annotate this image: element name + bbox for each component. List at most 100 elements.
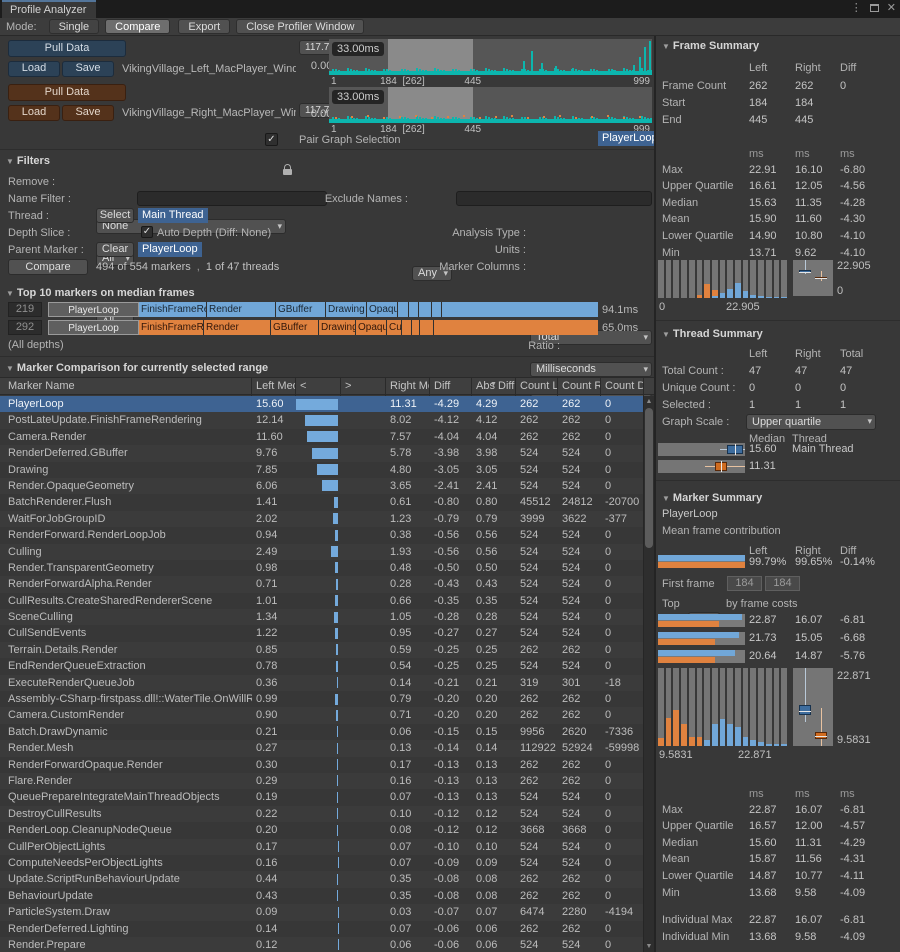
column-header[interactable]: Count Ri xyxy=(558,378,601,396)
pair-graph-checkbox[interactable]: ✓ xyxy=(265,133,278,146)
marker-segment[interactable]: Render xyxy=(204,320,271,335)
table-row[interactable]: Render.OpaqueGeometry 6.06 3.65 -2.41 2.41 52… xyxy=(0,477,654,495)
table-scrollbar[interactable]: ▲ ▼ xyxy=(643,396,654,952)
marker-segment[interactable] xyxy=(398,302,409,317)
marker-segment[interactable] xyxy=(409,302,419,317)
frame-time-graph-right[interactable]: 33.00ms xyxy=(329,87,652,123)
table-row[interactable]: BehaviourUpdate 0.43 0.35 -0.08 0.08 262 262 0 xyxy=(0,887,654,905)
pull-data-right-button[interactable]: Pull Data xyxy=(8,84,126,101)
column-header[interactable]: Left Med xyxy=(252,378,296,396)
thread-select-button[interactable]: Select xyxy=(96,208,134,223)
table-row[interactable]: PostLateUpdate.FinishFrameRendering 12.14… xyxy=(0,412,654,429)
marker-segment[interactable] xyxy=(432,302,442,317)
column-header[interactable]: Diff xyxy=(430,378,472,396)
compare-button[interactable]: Compare xyxy=(8,259,88,275)
table-row[interactable]: CullResults.CreateSharedRendererScene 1.0… xyxy=(0,592,654,610)
table-row[interactable]: CullSendEvents 1.22 0.95 -0.27 0.27 524 524 0 xyxy=(0,625,654,642)
marker-summary-header[interactable]: ▼ Marker Summary xyxy=(662,492,763,504)
parent-marker-chip[interactable]: PlayerLoop xyxy=(138,242,202,257)
marker-segment[interactable]: PlayerLoop xyxy=(48,320,139,335)
frame-time-graph-left[interactable]: 33.00ms xyxy=(329,39,652,75)
load-left-button[interactable]: Load xyxy=(8,61,60,77)
table-row[interactable]: DestroyCullResults 0.22 0.10 -0.12 0.12 524 52… xyxy=(0,805,654,823)
maximize-icon[interactable] xyxy=(869,3,879,12)
filters-header[interactable]: ▼ Filters xyxy=(6,155,50,167)
marker-segment[interactable] xyxy=(419,302,432,317)
comparison-header[interactable]: ▼ Marker Comparison for currently selecte… xyxy=(6,362,269,374)
marker-segment[interactable]: Drawing xyxy=(326,302,367,317)
table-row[interactable]: Batch.DrawDynamic 0.21 0.06 -0.15 0.15 9956 26… xyxy=(0,723,654,741)
table-row[interactable]: ComputeNeedsPerObjectLights 0.16 0.07 -0.09… xyxy=(0,854,654,872)
thread-summary-header[interactable]: ▼ Thread Summary xyxy=(662,328,763,340)
selected-marker-chip[interactable]: PlayerLoop xyxy=(598,131,654,146)
exclude-names-input[interactable] xyxy=(456,191,652,206)
marker-segment[interactable]: Drawing xyxy=(319,320,356,335)
table-row[interactable]: RenderDeferred.GBuffer 9.76 5.78 -3.98 3.98 5… xyxy=(0,445,654,462)
table-row[interactable]: RenderForward.RenderLoopJob 0.94 0.38 -0.56… xyxy=(0,527,654,544)
top-frame-bar[interactable] xyxy=(658,614,745,627)
table-row[interactable]: SceneCulling 1.34 1.05 -0.28 0.28 524 524 0 xyxy=(0,609,654,626)
table-row[interactable]: Assembly-CSharp-firstpass.dll!::WaterTil… xyxy=(0,691,654,708)
table-row[interactable]: Flare.Render 0.29 0.16 -0.13 0.13 262 262 0 xyxy=(0,772,654,790)
top10-header[interactable]: ▼ Top 10 markers on median frames xyxy=(6,287,195,299)
table-row[interactable]: Render.Prepare 0.12 0.06 -0.06 0.06 524 524 0 xyxy=(0,936,654,952)
table-row[interactable]: Culling 2.49 1.93 -0.56 0.56 524 524 0 xyxy=(0,543,654,560)
marker-segment[interactable] xyxy=(402,320,412,335)
thread-graph[interactable] xyxy=(658,460,745,473)
close-icon[interactable]: ✕ xyxy=(886,2,896,14)
save-right-button[interactable]: Save xyxy=(62,105,114,121)
column-header[interactable]: < xyxy=(296,378,341,396)
save-left-button[interactable]: Save xyxy=(62,61,114,77)
marker-histogram[interactable] xyxy=(658,668,787,746)
load-right-button[interactable]: Load xyxy=(8,105,60,121)
table-row[interactable]: QueuePrepareIntegrateMainThreadObjects 0.… xyxy=(0,789,654,806)
top-marker-bar[interactable]: PlayerLoop FinishFrameR Render GBuffer Drawi… xyxy=(48,320,598,335)
mode-compare-button[interactable]: Compare xyxy=(105,19,171,34)
window-menu-icon[interactable]: ⋮ xyxy=(850,2,862,14)
table-row[interactable]: BatchRenderer.Flush 1.41 0.61 -0.80 0.80 4551… xyxy=(0,494,654,511)
pull-data-left-button[interactable]: Pull Data xyxy=(8,40,126,57)
first-frame-left-button[interactable]: 184 xyxy=(727,576,762,591)
thread-graph[interactable] xyxy=(658,443,745,456)
table-row[interactable]: ExecuteRenderQueueJob 0.36 0.14 -0.21 0.21 31… xyxy=(0,674,654,692)
marker-segment[interactable]: Cu xyxy=(387,320,402,335)
marker-segment[interactable]: PlayerLoop xyxy=(48,302,139,317)
marker-segment[interactable]: Opaqu xyxy=(356,320,387,335)
auto-depth-checkbox[interactable]: ✓ xyxy=(141,226,153,238)
marker-segment[interactable]: GBuffer xyxy=(271,320,319,335)
tab-profile-analyzer[interactable]: Profile Analyzer xyxy=(2,0,97,18)
marker-segment[interactable] xyxy=(420,320,434,335)
marker-boxplot[interactable] xyxy=(793,668,833,746)
export-button[interactable]: Export xyxy=(178,19,231,34)
frame-boxplot[interactable] xyxy=(793,260,833,296)
name-filter-input[interactable] xyxy=(137,191,327,206)
column-header[interactable]: Marker Name xyxy=(0,378,252,396)
marker-segment[interactable] xyxy=(434,320,598,335)
column-header[interactable]: Count Di xyxy=(601,378,644,396)
table-row[interactable]: RenderForwardAlpha.Render 0.71 0.28 -0.43 0.… xyxy=(0,576,654,593)
table-row[interactable]: Camera.CustomRender 0.90 0.71 -0.20 0.20 262 2… xyxy=(0,707,654,724)
first-frame-right-button[interactable]: 184 xyxy=(765,576,800,591)
column-header[interactable]: Abs Diff ▼ xyxy=(472,378,516,396)
marker-segment[interactable] xyxy=(412,320,420,335)
table-row[interactable]: RenderDeferred.Lighting 0.14 0.07 -0.06 0.06… xyxy=(0,920,654,937)
marker-segment[interactable]: Render xyxy=(207,302,276,317)
table-row[interactable]: Render.TransparentGeometry 0.98 0.48 -0.50 0… xyxy=(0,559,654,577)
column-header[interactable]: Count Le xyxy=(516,378,558,396)
table-row[interactable]: EndRenderQueueExtraction 0.78 0.54 -0.25 0.2… xyxy=(0,658,654,675)
table-row[interactable]: Drawing 7.85 4.80 -3.05 3.05 524 524 0 xyxy=(0,461,654,478)
table-row[interactable]: Update.ScriptRunBehaviourUpdate 0.44 0.35 -… xyxy=(0,871,654,888)
marker-segment[interactable]: FinishFrameRe xyxy=(139,302,207,317)
marker-segment[interactable]: GBuffer xyxy=(276,302,326,317)
top-marker-bar[interactable]: PlayerLoop FinishFrameRe Render GBuffer Draw… xyxy=(48,302,598,317)
table-row[interactable]: WaitForJobGroupID 2.02 1.23 -0.79 0.79 3999 36… xyxy=(0,510,654,528)
mode-single-button[interactable]: Single xyxy=(48,19,100,34)
table-row[interactable]: Render.Mesh 0.27 0.13 -0.14 0.14 112922 52924-… xyxy=(0,740,654,757)
units-dropdown[interactable]: Milliseconds xyxy=(530,362,652,377)
column-header[interactable]: Right Me xyxy=(386,378,430,396)
table-row[interactable]: RenderForwardOpaque.Render 0.30 0.17 -0.13 0… xyxy=(0,756,654,773)
table-row[interactable]: CullPerObjectLights 0.17 0.07 -0.10 0.10 524 5… xyxy=(0,838,654,855)
top-frame-bar[interactable] xyxy=(658,632,745,645)
table-row[interactable]: RenderLoop.CleanupNodeQueue 0.20 0.08 -0.12… xyxy=(0,822,654,839)
comparison-table-header[interactable]: Marker Name Left Med < > Right Me Diff Abs Dif… xyxy=(0,377,654,396)
